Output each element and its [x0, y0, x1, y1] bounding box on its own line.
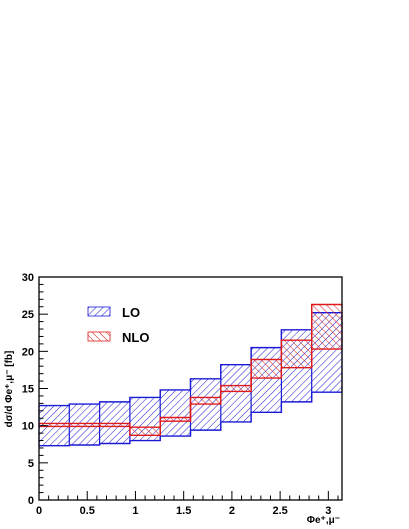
legend-swatch-lo [87, 306, 111, 317]
x-tick-label: 3 [325, 505, 331, 517]
y-tick-label: 20 [22, 346, 34, 358]
legend: LO NLO [87, 305, 149, 345]
lo-band-bin-4 [160, 389, 191, 437]
lo-band-bin-2 [99, 401, 130, 444]
y-tick-label: 30 [22, 272, 34, 284]
nlo-upper-edge [39, 303, 342, 428]
nlo-band-bin-7 [251, 359, 282, 379]
nlo-band-bin-8 [281, 340, 312, 368]
nlo-band-bin-1 [69, 423, 100, 427]
nlo-band-bin-6 [220, 385, 252, 392]
y-tick-label: 10 [22, 421, 34, 433]
x-tick-label: 0.5 [80, 505, 95, 517]
axes: 0 5 10 15 20 25 30 0 0.5 1 1.5 2 2.5 3 [22, 272, 339, 517]
x-tick-label: 1 [132, 505, 138, 517]
nlo-band-bin-9 [311, 304, 342, 350]
x-tick-label: 2.5 [272, 505, 287, 517]
y-tick-label: 0 [28, 495, 34, 507]
y-tick-label: 25 [22, 309, 34, 321]
legend-label-lo: LO [122, 305, 140, 320]
nlo-lower-edge [39, 348, 342, 437]
y-tick-label: 15 [22, 384, 34, 396]
plot-bands [38, 303, 343, 447]
x-tick-label: 0 [36, 505, 42, 517]
x-axis-title: Φe⁺,μ⁻ [307, 515, 340, 526]
lo-band-bin-6 [220, 364, 252, 422]
nlo-band-bin-2 [99, 423, 130, 427]
y-tick-label: 5 [28, 458, 34, 470]
nlo-band-bin-4 [160, 417, 191, 422]
x-tick-label: 2 [229, 505, 235, 517]
nlo-band-bin-5 [190, 397, 221, 405]
x-tick-label: 1.5 [176, 505, 191, 517]
legend-label-nlo: NLO [122, 330, 149, 345]
legend-swatch-nlo [87, 331, 111, 342]
nlo-band-bin-0 [39, 423, 70, 427]
lo-band-bin-7 [251, 347, 282, 413]
y-axis-title: dσ/d Φe⁺,μ⁻ [fb] [4, 351, 15, 428]
nlo-band-bin-3 [129, 427, 161, 436]
